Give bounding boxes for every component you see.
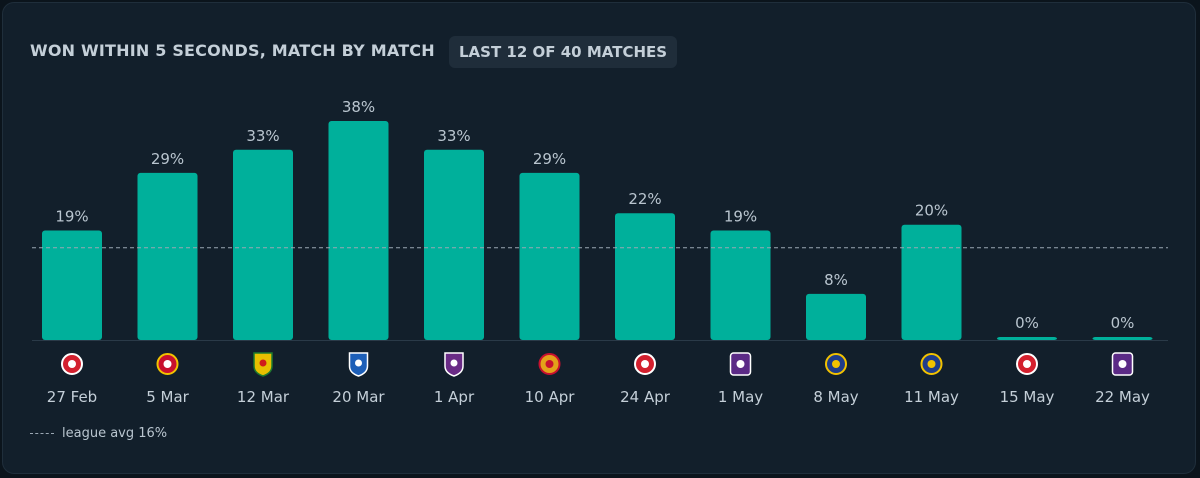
match-date-label: 24 Apr [620, 388, 671, 406]
standard-liege-crest-icon [156, 353, 179, 375]
legend-label: league avg 16% [62, 426, 168, 441]
match-date-label: 22 May [1095, 388, 1150, 406]
match-date-label: 12 Mar [237, 388, 290, 406]
bar-value-label: 19% [55, 208, 88, 226]
match-date-label: 10 Apr [525, 388, 576, 406]
genk-crest-icon [348, 352, 369, 377]
anderlecht-crest-icon [729, 352, 752, 376]
dates-group: 27 Feb 5 Mar 12 Mar 20 Mar 1 Apr 10 Apr 24 Apr… [47, 388, 1150, 406]
match-date-label: 27 Feb [47, 388, 97, 406]
ohl-crest-icon [253, 352, 273, 377]
legend-dash-icon [30, 433, 54, 434]
union-sg-crest-icon [825, 353, 847, 375]
antwerp-crest-icon [634, 353, 656, 375]
anderlecht-crest-icon [1111, 352, 1134, 376]
bar[interactable] [424, 149, 484, 340]
bar[interactable] [519, 172, 580, 340]
match-date-label: 15 May [1000, 388, 1055, 406]
beerschot-crest-icon [444, 352, 464, 377]
bar[interactable] [42, 230, 102, 341]
chart-title: WON WITHIN 5 SECONDS, MATCH BY MATCH [30, 41, 435, 60]
crests-group [61, 352, 1134, 377]
bar[interactable] [328, 121, 389, 340]
match-date-label: 1 May [718, 388, 763, 406]
bars-group: 19% 29% 33% 38% 33% 29% 22% 19% 8% 20% 0% 0% [42, 98, 1153, 340]
match-date-label: 20 Mar [332, 388, 385, 406]
bar[interactable] [233, 149, 293, 340]
bar[interactable] [901, 224, 962, 340]
bar-value-label: 38% [342, 98, 375, 116]
bar[interactable] [615, 213, 675, 340]
match-date-label: 11 May [904, 388, 959, 406]
bar-value-label: 29% [151, 150, 184, 168]
bar-value-label: 33% [437, 127, 470, 145]
bar[interactable] [710, 230, 771, 341]
bar-value-label: 8% [824, 271, 848, 289]
bar-value-label: 19% [724, 208, 757, 226]
bar-value-label: 0% [1111, 314, 1135, 332]
match-date-label: 5 Mar [146, 388, 189, 406]
union-sg-crest-icon [920, 353, 943, 375]
antwerp-crest-icon [61, 353, 83, 375]
bar-value-label: 33% [246, 127, 279, 145]
mechelen-crest-icon [538, 353, 561, 375]
bar[interactable] [1092, 337, 1153, 340]
bar[interactable] [997, 337, 1057, 340]
antwerp-crest-icon [1016, 353, 1038, 375]
bar-value-label: 0% [1015, 314, 1039, 332]
legend: league avg 16% [30, 426, 167, 441]
matches-badge[interactable]: LAST 12 OF 40 MATCHES [449, 36, 678, 68]
bar-value-label: 29% [533, 150, 566, 168]
bar[interactable] [137, 172, 198, 340]
bar-value-label: 22% [628, 190, 661, 208]
bar-value-label: 20% [915, 202, 948, 220]
match-date-label: 1 Apr [434, 388, 475, 406]
bar[interactable] [806, 293, 866, 340]
match-date-label: 8 May [813, 388, 858, 406]
